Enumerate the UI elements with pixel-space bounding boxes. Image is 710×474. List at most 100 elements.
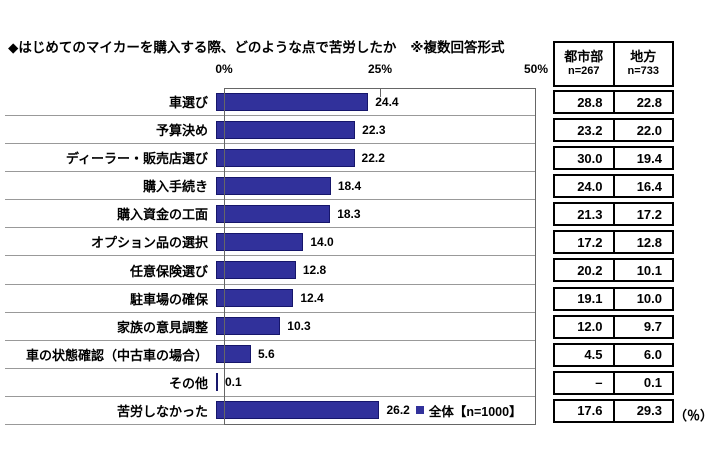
bar-value-label: 12.8 (302, 263, 327, 277)
column-n-urban: n=267 (568, 65, 600, 78)
chart-row: 車の状態確認（中古車の場合） 5.6 (5, 341, 536, 369)
chart-row: 任意保険選び 12.8 (5, 256, 536, 285)
rural-value-cell: 10.1 (636, 262, 662, 278)
chart-row: 家族の意見調整 10.3 (5, 313, 536, 341)
bar (216, 232, 304, 251)
bar (216, 204, 331, 223)
category-label: 購入資金の工面 (116, 207, 208, 223)
rural-value-cell: 22.8 (636, 94, 662, 110)
x-axis-tickmark-25 (380, 88, 381, 97)
chart-title-note: ※複数回答形式 (410, 40, 505, 55)
chart-row: その他 0.1 (5, 369, 536, 397)
rural-value-cell: 17.2 (636, 206, 662, 222)
stat-table-row: 28.8 22.8 (553, 90, 674, 114)
bar (216, 317, 281, 336)
chart-row: 購入手続き 18.4 (5, 172, 536, 201)
percent-unit-label: （％） (674, 408, 710, 423)
category-plot: 5.6 (216, 341, 536, 368)
urban-value-cell: 17.2 (555, 232, 615, 253)
category-plot: 0.1 (216, 369, 536, 396)
rural-value-cell: 29.3 (636, 403, 662, 419)
category-label: ディーラー・販売店選び (65, 151, 208, 167)
stat-table-row: 17.6 29.3 (553, 398, 674, 423)
category-label: 苦労しなかった (116, 403, 208, 419)
urban-value-cell: 19.1 (555, 288, 615, 309)
category-plot: 10.3 (216, 313, 536, 340)
urban-value-cell: 21.3 (555, 204, 615, 225)
category-label: オプション品の選択 (90, 235, 208, 251)
legend: 全体【n=1000】 (415, 401, 522, 420)
urban-value-cell: 20.2 (555, 260, 615, 281)
bar (216, 373, 218, 392)
rural-value-cell: 9.7 (643, 319, 662, 335)
bar-value-label: 22.3 (362, 122, 386, 137)
bar-value-label: 14.0 (310, 234, 334, 249)
legend-label: 全体【n=1000】 (428, 404, 522, 419)
bar-value-label: 18.3 (337, 206, 361, 221)
stat-table-row: 4.5 6.0 (553, 342, 674, 367)
bar-value-label: 5.6 (257, 347, 275, 362)
category-label: 家族の意見調整 (116, 319, 208, 335)
category-label: その他 (168, 375, 208, 391)
chart-title: ◆はじめてのマイカーを購入する際、どのような点で苦労したか (8, 40, 397, 55)
stat-table-row: – 0.1 (553, 370, 674, 395)
stat-table-header: 都市部 n=267 地方 n=733 (553, 41, 674, 87)
category-plot: 12.4 (216, 285, 536, 312)
column-n-rural: n=733 (627, 65, 660, 78)
category-plot: 12.8 (216, 256, 536, 283)
category-label: 車の状態確認（中古車の場合） (25, 347, 208, 363)
bar (216, 261, 296, 279)
x-axis-tick-0: 0% (215, 62, 233, 76)
bar (216, 120, 356, 139)
chart-row: 駐車場の確保 12.4 (5, 285, 536, 313)
stat-table-row: 24.0 16.4 (553, 174, 674, 199)
stat-table-row: 12.0 9.7 (553, 314, 674, 339)
rural-value-cell: 16.4 (636, 178, 662, 194)
urban-value-cell: 23.2 (555, 120, 615, 141)
category-label: 駐車場の確保 (129, 291, 208, 307)
stat-table-row: 20.2 10.1 (553, 258, 674, 283)
legend-swatch-icon (415, 406, 424, 415)
bar-value-label: 10.3 (287, 319, 311, 334)
urban-value-cell: 4.5 (555, 344, 615, 365)
rural-value-cell: 12.8 (636, 234, 662, 250)
category-plot: 18.4 (216, 172, 536, 199)
bar-value-label: 22.2 (361, 150, 385, 165)
bar (216, 401, 380, 420)
bar-value-label: 24.4 (375, 94, 399, 109)
x-axis-tick-25: 25% (367, 62, 393, 76)
bar (216, 176, 331, 195)
rural-value-cell: 10.0 (636, 291, 662, 307)
urban-value-cell: 28.8 (555, 92, 615, 112)
chart-row: オプション品の選択 14.0 (5, 228, 536, 257)
stat-table-row: 19.1 10.0 (553, 286, 674, 311)
stat-table-row: 23.2 22.0 (553, 118, 674, 143)
x-axis-tick-50: 50% (523, 62, 549, 76)
chart-row: 予算決め 22.3 (5, 116, 536, 145)
category-plot: 14.0 (216, 228, 536, 255)
stat-table-row: 21.3 17.2 (553, 202, 674, 227)
category-plot: 24.4 (216, 88, 536, 115)
category-plot: 22.2 (216, 144, 536, 171)
category-plot: 22.3 (216, 116, 536, 143)
category-label: 予算決め (155, 123, 208, 139)
bar (216, 289, 294, 308)
stat-table-body: 28.8 22.8 23.2 22.0 30.0 19.4 24.0 16.4 21.3 17.2… (553, 90, 674, 427)
rural-value-cell: 0.1 (643, 375, 662, 391)
column-name-urban: 都市部 (564, 49, 604, 64)
chart-row: ディーラー・販売店選び 22.2 (5, 144, 536, 173)
urban-value-cell: 12.0 (555, 316, 615, 337)
column-name-rural: 地方 (630, 49, 657, 64)
page-title: ◆はじめてのマイカーを購入する際、どのような点で苦労したか ※複数回答形式 (8, 36, 505, 56)
stat-table-header-rural: 地方 n=733 (615, 43, 673, 85)
category-plot: 18.3 (216, 200, 536, 227)
category-label: 購入手続き (142, 179, 208, 195)
urban-value-cell: 30.0 (555, 148, 615, 169)
chart-row: 苦労しなかった 26.2 全体【n=1000】 (5, 397, 536, 425)
stat-table-row: 30.0 19.4 (553, 146, 674, 171)
urban-value-cell: 24.0 (555, 176, 615, 197)
category-label: 車選び (168, 95, 208, 111)
stat-table-header-urban: 都市部 n=267 (555, 43, 615, 85)
category-label: 任意保険選び (129, 263, 208, 279)
bar (216, 92, 369, 111)
